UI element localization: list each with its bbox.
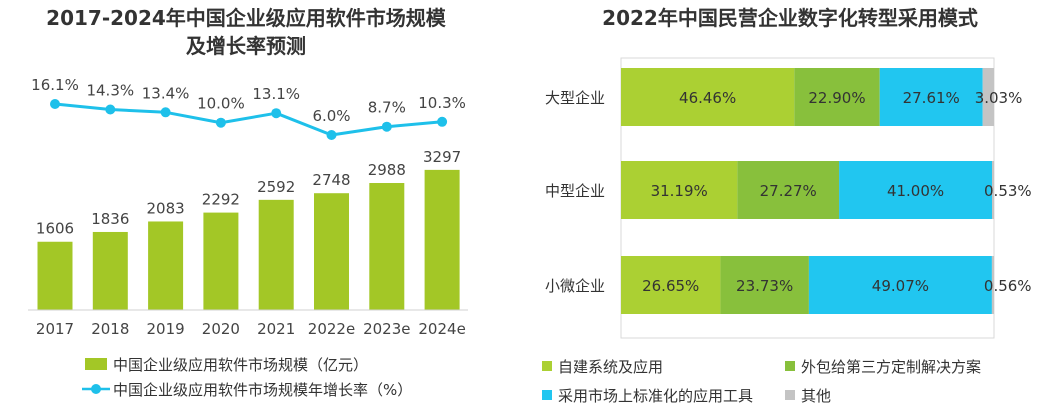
stacked-segment-self-built-1	[621, 68, 795, 126]
category-label-2: 中型企业	[545, 182, 605, 200]
growth-rate-point-2022e	[326, 130, 337, 140]
segment-label-standard-tools-1: 27.61%	[903, 89, 960, 107]
left-bar-series: 1606 1836 2083 2292 2592 2748 2988 3297	[36, 148, 461, 310]
stacked-segment-outsourced-3	[720, 256, 809, 314]
left-line-series: 16.1% 14.3% 13.4% 10.0% 13.1% 6.0% 8.7% 10.3%	[31, 76, 466, 140]
bar-value-label-2020: 2292	[202, 191, 240, 209]
bar-market-size-2019	[148, 221, 184, 310]
growth-rate-point-2023e	[381, 121, 392, 132]
stacked-segment-self-built-2	[621, 161, 738, 219]
segment-label-outsourced-3: 23.73%	[736, 277, 793, 295]
stacked-segment-other-2	[992, 161, 994, 219]
segment-label-other-3: 0.56%	[984, 277, 1032, 295]
bar-value-label-2023e: 2988	[368, 161, 406, 179]
stacked-segment-outsourced-1	[794, 68, 880, 126]
x-tick-label-2019: 2019	[147, 320, 185, 338]
bar-market-size-2017	[37, 241, 73, 310]
x-tick-label-2024e: 2024e	[418, 320, 465, 338]
legend-label-standard-tools: 采用市场上标准化的应用工具	[558, 387, 753, 405]
stacked-segment-outsourced-2	[737, 161, 840, 219]
right-chart-title: 2022年中国民营企业数字化转型采用模式	[602, 6, 978, 30]
segment-label-outsourced-1: 22.90%	[808, 89, 865, 107]
x-tick-label-2018: 2018	[91, 320, 129, 338]
stacked-segment-standard-tools-3	[808, 256, 992, 314]
segment-label-self-built-1: 46.46%	[679, 89, 736, 107]
segment-label-standard-tools-2: 41.00%	[887, 182, 944, 200]
x-tick-label-2021: 2021	[257, 320, 295, 338]
growth-rate-label-2021: 13.1%	[252, 85, 300, 103]
left-chart-title: 2017-2024年中国企业级应用软件市场规模	[46, 6, 447, 30]
bar-market-size-2023e	[369, 183, 405, 310]
left-chart-title-line2: 及增长率预测	[186, 34, 306, 58]
category-label-3: 小微企业	[545, 277, 605, 295]
legend-swatch-outsourced	[785, 361, 795, 371]
growth-rate-point-2020	[215, 117, 226, 128]
left-x-tick-labels: 2017 2018 2019 2020 2021 2022e 2023e 2024e	[36, 320, 466, 338]
growth-rate-line	[54, 102, 443, 137]
segment-label-other-2: 0.53%	[984, 182, 1032, 200]
bar-value-label-2021: 2592	[257, 178, 295, 196]
legend-label-outsourced: 外包给第三方定制解决方案	[801, 358, 981, 376]
segment-label-self-built-3: 26.65%	[642, 277, 699, 295]
bar-value-label-2018: 1836	[91, 210, 129, 228]
legend-swatch-other	[785, 390, 795, 400]
bar-market-size-2018	[92, 231, 128, 310]
growth-rate-point-2017	[50, 99, 60, 109]
growth-rate-point-2024e	[437, 116, 448, 127]
growth-rate-label-2020: 10.0%	[197, 95, 245, 113]
segment-label-self-built-2: 31.19%	[651, 182, 708, 200]
growth-rate-point-2019	[160, 107, 171, 118]
category-label-1: 大型企业	[545, 89, 605, 107]
growth-rate-point-2021	[271, 108, 282, 119]
legend-swatch-market-size	[85, 358, 107, 370]
growth-rate-label-2023e: 8.7%	[368, 99, 406, 117]
legend-label-growth-rate: 中国企业级应用软件市场规模年增长率（%）	[113, 381, 412, 399]
legend-swatch-standard-tools	[542, 390, 552, 400]
legend-swatch-self-built	[542, 361, 552, 371]
stacked-segment-self-built-3	[621, 256, 721, 314]
legend-swatch-growth-marker	[91, 384, 101, 394]
stacked-segment-standard-tools-1	[879, 68, 983, 126]
bar-value-label-2017: 1606	[36, 220, 74, 238]
bar-market-size-2022e	[314, 193, 349, 310]
segment-label-outsourced-2: 27.27%	[760, 182, 817, 200]
growth-rate-label-2019: 13.4%	[142, 84, 190, 102]
x-tick-label-2023e: 2023e	[363, 320, 410, 338]
stacked-segment-other-3	[991, 256, 994, 314]
legend-label-market-size: 中国企业级应用软件市场规模（亿元）	[113, 356, 368, 374]
x-tick-label-2022e: 2022e	[308, 320, 355, 338]
growth-rate-label-2018: 14.3%	[86, 82, 134, 100]
x-tick-label-2020: 2020	[202, 320, 240, 338]
bar-market-size-2020	[203, 212, 239, 310]
growth-rate-label-2024e: 10.3%	[418, 94, 466, 112]
bar-value-label-2024e: 3297	[423, 148, 461, 166]
growth-rate-point-2018	[105, 104, 116, 115]
growth-rate-label-2022e: 6.0%	[312, 107, 350, 125]
stacked-segment-standard-tools-2	[839, 161, 993, 219]
legend-label-other: 其他	[801, 387, 831, 405]
segment-label-other-1: 3.03%	[975, 89, 1023, 107]
x-tick-label-2017: 2017	[36, 320, 74, 338]
legend-label-self-built: 自建系统及应用	[558, 358, 663, 376]
bar-value-label-2019: 2083	[147, 199, 185, 217]
right-stacked-bars: 46.46% 22.90% 27.61% 3.03% 31.19% 27.27% 41.00…	[621, 68, 1032, 314]
bar-value-label-2022e: 2748	[312, 171, 350, 189]
bar-market-size-2021	[258, 199, 294, 310]
growth-rate-label-2017: 16.1%	[31, 76, 79, 94]
bar-market-size-2024e	[424, 169, 460, 310]
stacked-segment-other-1	[982, 68, 994, 126]
segment-label-standard-tools-3: 49.07%	[872, 277, 929, 295]
